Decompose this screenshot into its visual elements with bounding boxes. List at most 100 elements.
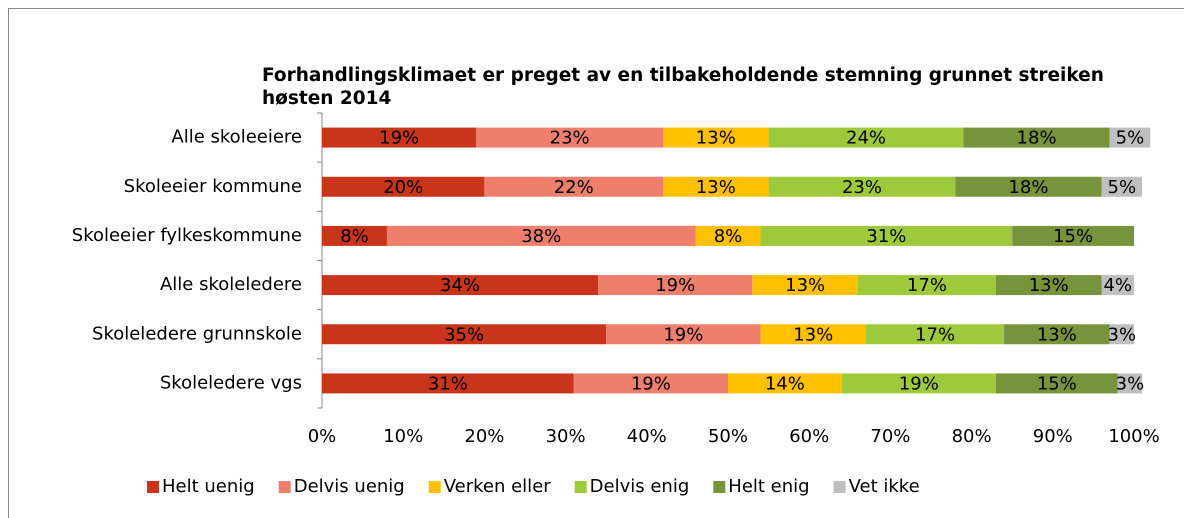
legend-swatch bbox=[574, 481, 587, 493]
bar-segment bbox=[768, 127, 964, 148]
bar-segment bbox=[963, 127, 1110, 148]
bar-segment bbox=[995, 373, 1118, 394]
bar-segment bbox=[1117, 373, 1143, 394]
bar-segment bbox=[866, 324, 1005, 345]
data-label: 3% bbox=[1108, 324, 1137, 345]
data-label: 20% bbox=[383, 177, 423, 198]
bar-segment bbox=[695, 225, 761, 246]
data-label: 19% bbox=[899, 373, 939, 394]
legend-swatch bbox=[147, 481, 159, 493]
data-label: 13% bbox=[1037, 324, 1077, 345]
x-tick-label: 60% bbox=[789, 426, 829, 447]
category-label: Skoleledere vgs bbox=[160, 372, 302, 393]
x-tick-label: 90% bbox=[1033, 426, 1073, 447]
bar-segment bbox=[663, 127, 769, 148]
legend-swatch bbox=[278, 481, 291, 493]
legend-label: Helt uenig bbox=[162, 476, 255, 497]
data-label: 22% bbox=[554, 177, 594, 198]
bar-segment bbox=[386, 225, 696, 246]
data-label: 13% bbox=[785, 275, 825, 296]
bar-segment bbox=[1004, 324, 1110, 345]
bar-segment bbox=[1101, 176, 1143, 197]
category-label: Skoleledere grunnskole bbox=[92, 323, 302, 344]
bar-segment bbox=[322, 373, 574, 394]
legend-label: Delvis uenig bbox=[294, 476, 405, 497]
data-label: 38% bbox=[521, 226, 561, 247]
data-label: 19% bbox=[631, 373, 671, 394]
legend-label: Vet ikke bbox=[849, 476, 920, 497]
data-label: 31% bbox=[866, 226, 906, 247]
data-label: 31% bbox=[428, 373, 468, 394]
bar-segment bbox=[760, 225, 1013, 246]
data-label: 17% bbox=[907, 275, 947, 296]
data-label: 3% bbox=[1116, 373, 1145, 394]
bar-segment bbox=[995, 275, 1102, 296]
bar-segment bbox=[857, 275, 996, 296]
data-label: 13% bbox=[793, 324, 833, 345]
x-tick-label: 80% bbox=[952, 426, 992, 447]
bar-segment bbox=[322, 324, 607, 345]
data-label: 15% bbox=[1037, 373, 1077, 394]
x-tick-label: 50% bbox=[708, 426, 748, 447]
x-tick-label: 20% bbox=[464, 426, 504, 447]
data-label: 8% bbox=[340, 226, 369, 247]
data-label: 13% bbox=[696, 128, 736, 149]
bar-segment bbox=[1012, 225, 1134, 246]
category-label: Alle skoleledere bbox=[160, 274, 302, 295]
data-label: 13% bbox=[1029, 275, 1069, 296]
bar-segment bbox=[728, 373, 842, 394]
data-label: 18% bbox=[1008, 177, 1048, 198]
data-label: 19% bbox=[663, 324, 703, 345]
data-label: 13% bbox=[696, 177, 736, 198]
bar-segment bbox=[752, 275, 858, 296]
legend-swatch bbox=[833, 481, 846, 493]
data-label: 24% bbox=[846, 128, 886, 149]
bar-segment bbox=[573, 373, 728, 394]
bar-segment bbox=[841, 373, 996, 394]
data-label: 8% bbox=[714, 226, 743, 247]
category-label: Alle skoleeiere bbox=[171, 127, 302, 148]
data-label: 14% bbox=[765, 373, 805, 394]
data-label: 18% bbox=[1017, 128, 1057, 149]
data-label: 34% bbox=[440, 275, 480, 296]
bar-segment bbox=[322, 176, 485, 197]
bar-segment bbox=[484, 176, 664, 197]
legend-swatch bbox=[713, 481, 726, 493]
bar-segment bbox=[322, 127, 477, 148]
bar-segment bbox=[663, 176, 769, 197]
bar-segment bbox=[322, 225, 387, 246]
bar-segment bbox=[322, 275, 599, 296]
chart-frame bbox=[8, 8, 1184, 518]
bar-segment bbox=[955, 176, 1102, 197]
bar-segment bbox=[606, 324, 761, 345]
data-label: 35% bbox=[444, 324, 484, 345]
legend-label: Delvis enig bbox=[590, 476, 690, 497]
category-label: Skoleeier kommune bbox=[124, 176, 302, 197]
bar-segment bbox=[1109, 324, 1134, 345]
data-label: 23% bbox=[550, 128, 590, 149]
x-tick-label: 0% bbox=[308, 426, 337, 447]
x-tick-label: 100% bbox=[1108, 426, 1159, 447]
data-label: 4% bbox=[1103, 275, 1132, 296]
category-label: Skoleeier fylkeskommune bbox=[72, 225, 302, 246]
x-tick-label: 30% bbox=[546, 426, 586, 447]
data-label: 19% bbox=[379, 128, 419, 149]
bar-segment bbox=[598, 275, 753, 296]
data-label: 23% bbox=[842, 177, 882, 198]
x-tick-label: 40% bbox=[627, 426, 667, 447]
data-label: 5% bbox=[1108, 177, 1137, 198]
bar-segment bbox=[760, 324, 867, 345]
data-label: 15% bbox=[1053, 226, 1093, 247]
data-label: 5% bbox=[1116, 128, 1145, 149]
legend-label: Helt enig bbox=[728, 476, 809, 497]
x-tick-label: 70% bbox=[870, 426, 910, 447]
x-tick-label: 10% bbox=[383, 426, 423, 447]
bar-segment bbox=[768, 176, 956, 197]
chart-title: Forhandlingsklimaet er preget av en tilb… bbox=[262, 65, 1104, 109]
bar-segment bbox=[1109, 127, 1151, 148]
legend-label: Verken eller bbox=[444, 476, 552, 497]
bar-segment bbox=[1101, 275, 1134, 296]
data-label: 17% bbox=[915, 324, 955, 345]
